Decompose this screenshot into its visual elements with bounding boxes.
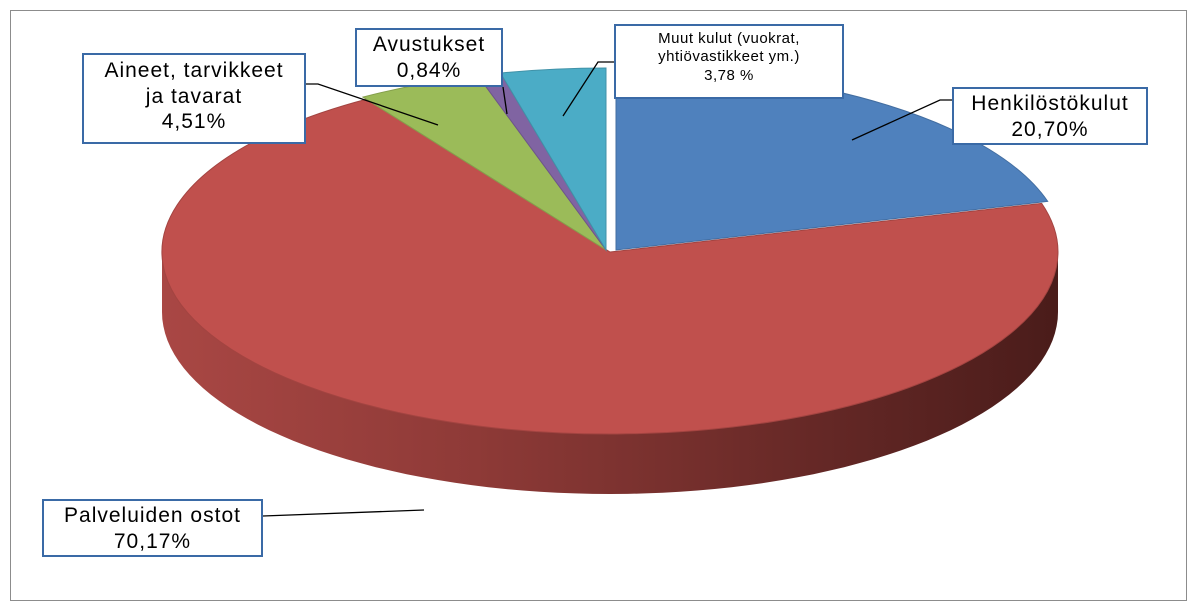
data-label-aineet: Aineet, tarvikkeet ja tavarat 4,51% [82, 53, 306, 144]
leader-line-avustukset [502, 86, 508, 115]
data-label-henkilostokulut: Henkilöstökulut 20,70% [952, 87, 1148, 145]
slice-side-palveluiden-ostot [162, 252, 1058, 494]
label-name-line-2: yhtiövastikkeet ym.) [658, 48, 800, 66]
leader-line-palveluiden-ostot [262, 509, 425, 517]
label-name-line-1: Aineet, tarvikkeet [104, 59, 284, 82]
label-value: 3,78 % [704, 66, 754, 84]
leader-line-henkilostokulut [851, 99, 952, 141]
leader-line-aineet [306, 83, 439, 126]
leader-line-muut-kulut [562, 61, 614, 117]
label-value: 70,17% [113, 529, 192, 553]
data-label-muut-kulut: Muut kulut (vuokrat, yhtiövastikkeet ym.… [614, 24, 844, 99]
data-label-avustukset: Avustukset 0,84% [355, 28, 503, 87]
label-value: 4,51% [161, 110, 227, 134]
label-name: Palveluiden ostot [64, 504, 241, 527]
label-name: Henkilöstökulut [971, 92, 1129, 115]
label-value: 20,70% [1011, 117, 1089, 141]
label-value: 0,84% [396, 58, 462, 82]
data-label-palveluiden-ostot: Palveluiden ostot 70,17% [42, 499, 263, 557]
label-name: Avustukset [372, 33, 486, 56]
label-name-line-1: Muut kulut (vuokrat, [658, 30, 800, 47]
slice-palveluiden-ostot [161, 98, 1059, 435]
label-name-line-2: ja tavarat [145, 84, 243, 108]
